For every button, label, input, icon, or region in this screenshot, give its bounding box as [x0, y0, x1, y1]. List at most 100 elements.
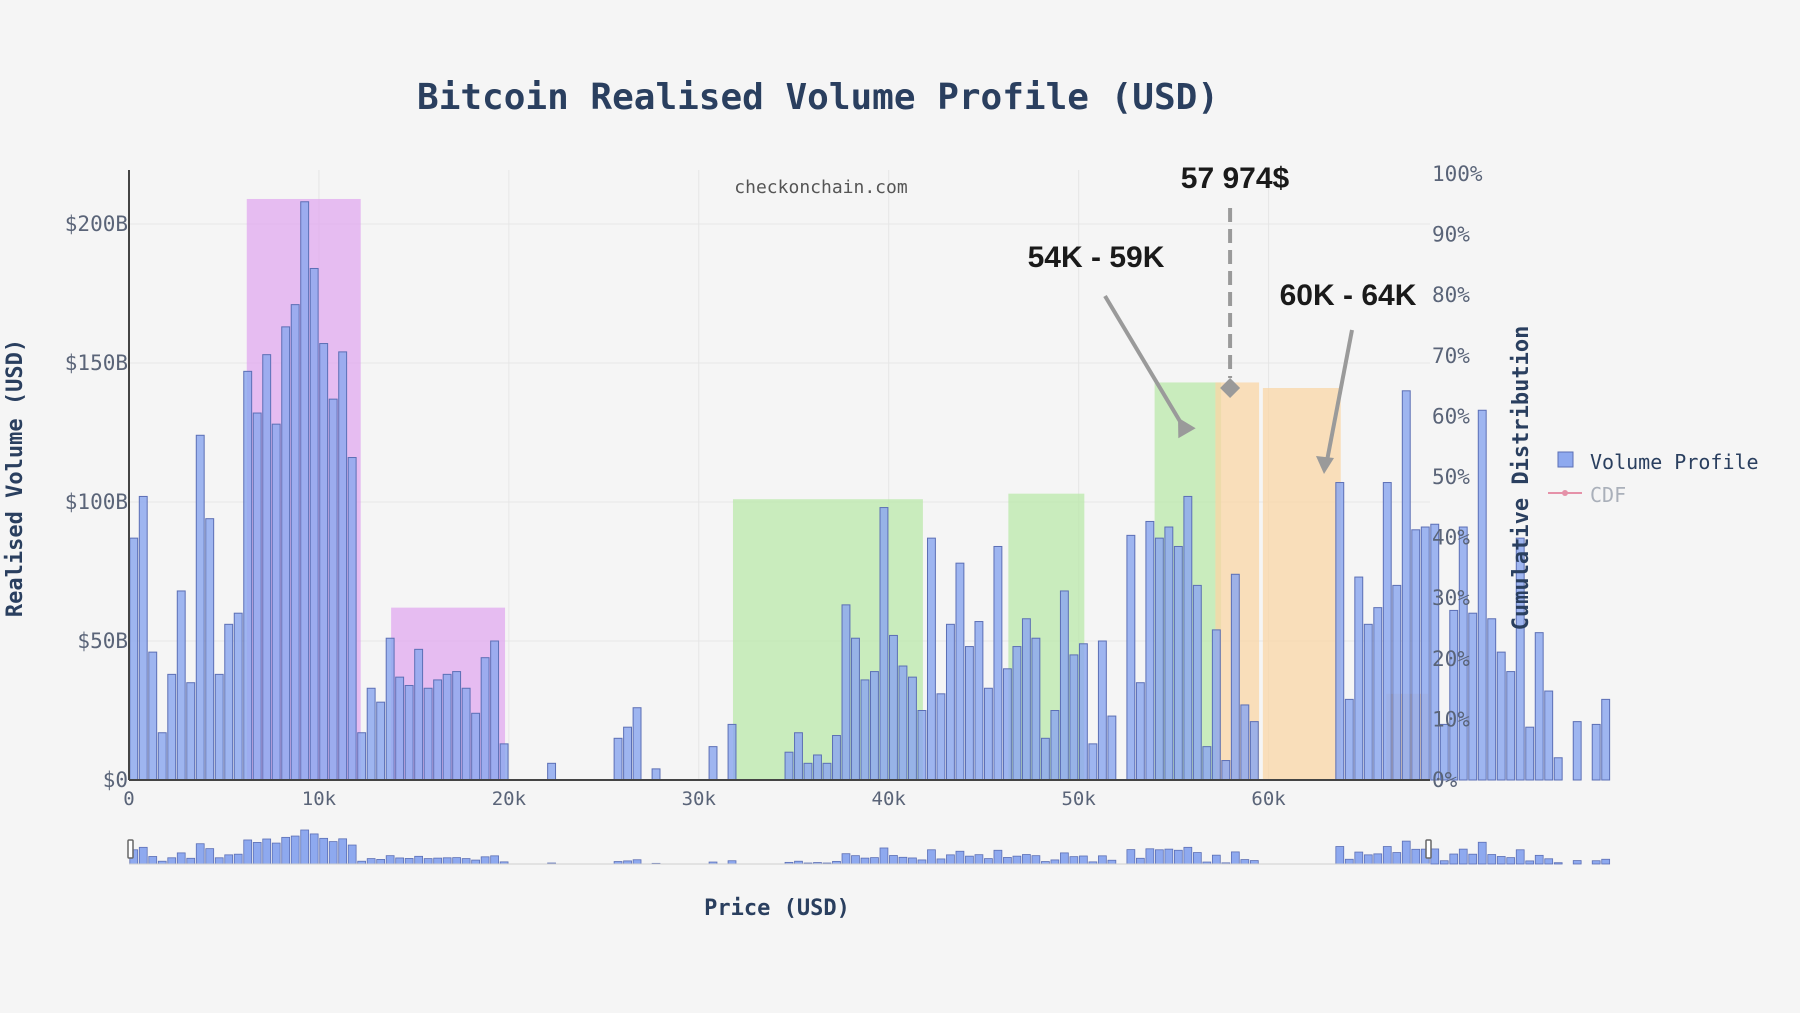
volume-bar: [423, 687, 433, 781]
minimap-bar: [1192, 852, 1202, 865]
minimap-bar: [224, 854, 234, 865]
minimap-bar: [243, 839, 253, 865]
volume-bar: [376, 701, 386, 781]
x-tick-label: 40k: [872, 788, 907, 810]
minimap-bar: [233, 853, 243, 865]
minimap-bar: [328, 841, 338, 865]
volume-bar: [1458, 526, 1468, 781]
volume-bar: [879, 507, 889, 781]
minimap-bar: [1373, 853, 1383, 865]
volume-bar: [1449, 609, 1459, 781]
volume-bar: [262, 354, 272, 781]
volume-bar: [233, 612, 243, 781]
volume-bar: [1202, 746, 1212, 781]
minimap-bar: [167, 857, 177, 865]
minimap-bar: [860, 857, 870, 865]
y2-tick-label: 40%: [1432, 526, 1470, 550]
minimap-bar: [1496, 856, 1506, 865]
minimap-bar: [936, 858, 946, 865]
volume-bar: [176, 590, 186, 781]
volume-bar: [452, 671, 462, 781]
minimap-bar: [1411, 848, 1421, 865]
volume-bar: [1392, 584, 1402, 781]
volume-bar: [490, 640, 500, 781]
range-slider[interactable]: [127, 829, 1611, 865]
minimap-bar: [1544, 858, 1554, 865]
minimap-bar: [1249, 860, 1259, 865]
y2-tick-label: 30%: [1432, 586, 1470, 610]
minimap-bar: [1145, 848, 1155, 865]
volume-bar: [442, 673, 452, 781]
x-tick-label: 10k: [302, 788, 337, 810]
annotation-arrow-60k: [1324, 329, 1354, 467]
volume-bar: [1591, 723, 1601, 781]
volume-bar: [1515, 537, 1525, 781]
minimap-bar: [423, 858, 433, 865]
minimap-bar: [300, 829, 310, 865]
minimap-bar: [461, 858, 471, 865]
volume-bar: [1373, 607, 1383, 781]
minimap-bar: [1487, 854, 1497, 865]
volume-bar: [1363, 623, 1373, 781]
volume-bar: [1382, 482, 1392, 781]
minimap-bar: [1230, 851, 1240, 865]
minimap-bar: [841, 853, 851, 865]
volume-bar: [1221, 760, 1231, 781]
volume-bar: [727, 723, 737, 781]
legend[interactable]: Volume Profile CDF: [1548, 450, 1759, 507]
volume-bar: [319, 343, 329, 781]
minimap-bar: [433, 857, 442, 865]
minimap-bar: [1572, 860, 1582, 865]
minimap-bar: [1458, 848, 1468, 865]
minimap-bar: [1534, 854, 1544, 865]
y2-tick-label: 50%: [1432, 465, 1470, 489]
volume-bar: [1040, 737, 1050, 781]
volume-bar: [1154, 537, 1164, 781]
volume-bar: [1173, 545, 1183, 781]
minimap-bar: [1173, 849, 1183, 865]
volume-bar: [870, 671, 879, 781]
minimap-bar: [1354, 851, 1364, 865]
minimap-bar: [1515, 849, 1525, 865]
volume-bar: [1525, 726, 1535, 781]
volume-bar: [214, 673, 224, 781]
volume-bar: [167, 673, 177, 781]
volume-bar: [803, 762, 813, 781]
minimap-bar: [984, 858, 993, 865]
y2-tick-label: 0%: [1432, 768, 1458, 792]
x-tick-label: 30k: [682, 788, 717, 810]
x-tick-label: 50k: [1061, 788, 1096, 810]
legend-volume-label: Volume Profile: [1590, 450, 1759, 474]
minimap-bar: [1060, 852, 1069, 865]
volume-bar: [1230, 573, 1240, 781]
volume-bar: [157, 732, 167, 781]
volume-bar: [964, 646, 974, 781]
volume-bar: [414, 648, 424, 781]
minimap-bar: [1335, 846, 1345, 865]
volume-bar: [1468, 612, 1478, 781]
x-axis-label: Price (USD): [704, 896, 850, 921]
axes: [128, 170, 1430, 781]
volume-bar: [1069, 654, 1079, 781]
volume-bar: [794, 732, 803, 781]
minimap-bar: [1164, 848, 1174, 865]
volume-bar: [300, 201, 310, 781]
minimap-bar: [186, 857, 196, 865]
volume-bar: [889, 634, 898, 781]
volume-bar: [1126, 534, 1136, 781]
volume-bar: [224, 623, 234, 781]
volume-bar: [385, 637, 395, 781]
tick-labels: 0 10k 20k 30k 40k 50k 60k $0 $50B $100B $150B $200B…: [65, 162, 1483, 810]
volume-bar: [1031, 637, 1041, 781]
minimap-bar: [1107, 859, 1117, 865]
volume-bar: [480, 657, 490, 781]
minimap-bar: [955, 850, 965, 865]
x-tick-label: 60k: [1251, 788, 1286, 810]
annotation-range-54k: 54K - 59K: [1028, 241, 1165, 274]
volume-bar: [1211, 629, 1221, 781]
volume-bar: [252, 412, 262, 781]
volume-bar: [1192, 584, 1202, 781]
volume-bar: [243, 370, 253, 781]
volume-bar: [651, 768, 661, 781]
minimap-bar: [917, 859, 927, 865]
